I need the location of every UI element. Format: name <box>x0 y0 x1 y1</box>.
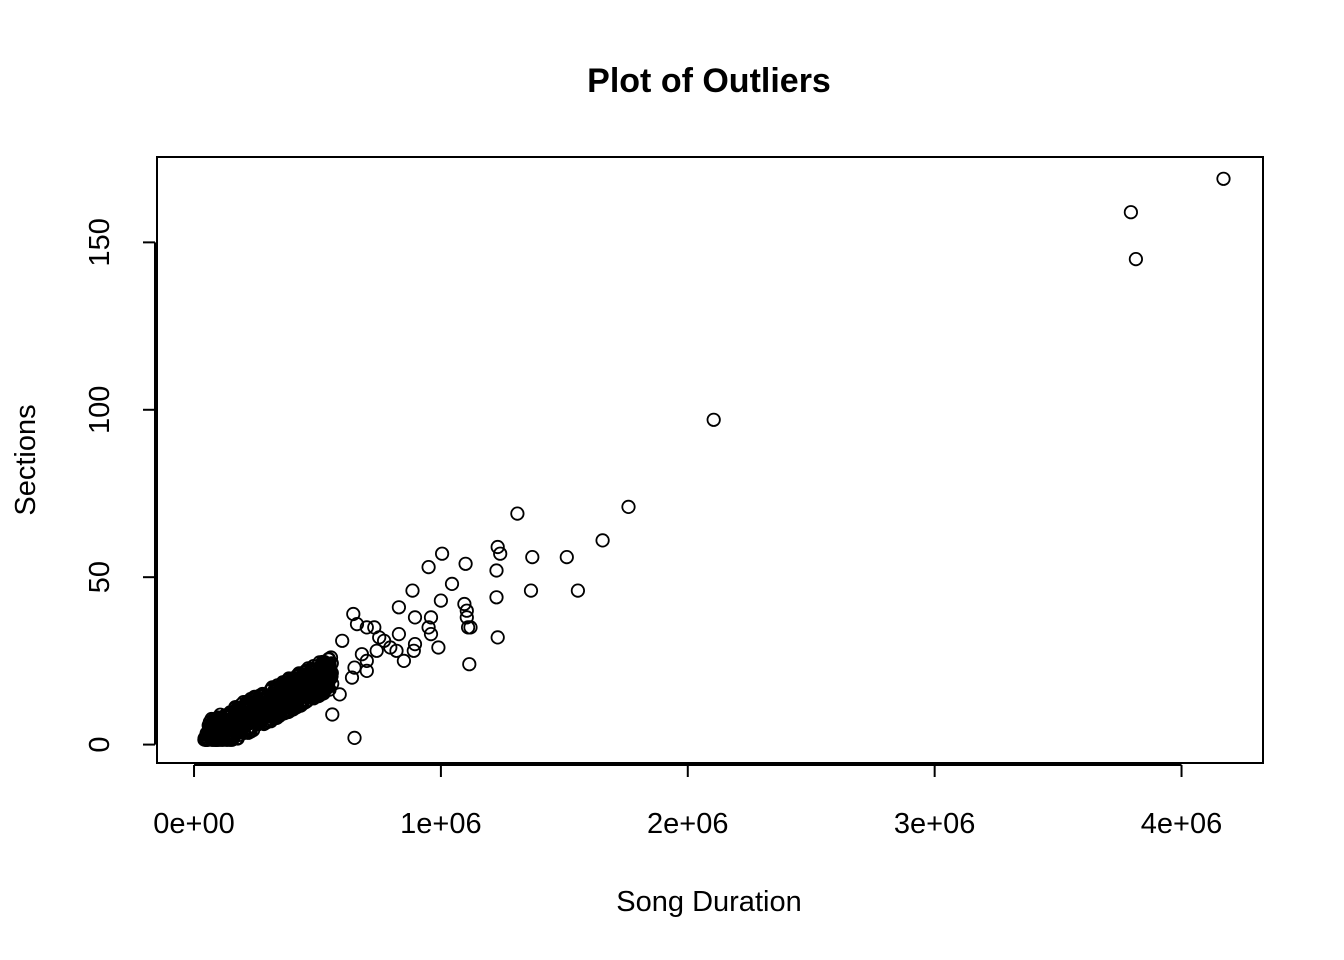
data-point <box>1128 252 1144 267</box>
data-point <box>523 583 539 598</box>
data-point <box>266 697 281 712</box>
data-point <box>389 643 404 658</box>
data-point <box>510 506 525 521</box>
x-axis: 0e+00 1e+06 2e+06 3e+06 4e+06 <box>153 764 1222 840</box>
data-point <box>423 626 439 642</box>
data-point <box>359 663 374 679</box>
y-tick-label: 100 <box>84 386 116 434</box>
data-point <box>344 670 360 685</box>
data-point <box>462 657 477 672</box>
data-point <box>325 676 340 691</box>
data-point <box>1123 205 1139 220</box>
data-point <box>236 694 251 710</box>
y-tick-label: 150 <box>84 218 116 266</box>
data-point <box>431 640 446 655</box>
data-point <box>245 693 260 708</box>
data-point <box>199 732 214 747</box>
data-point <box>391 626 406 642</box>
data-point <box>444 576 460 592</box>
x-tick-label: 2e+06 <box>647 808 728 840</box>
y-axis: 0 50 100 150 <box>84 218 156 753</box>
data-point <box>489 563 504 578</box>
data-point <box>270 680 286 695</box>
data-point <box>490 539 505 555</box>
data-point <box>490 630 505 645</box>
data-points <box>197 171 1231 747</box>
data-point <box>287 679 302 694</box>
data-point <box>203 729 218 744</box>
x-axis-label: Song Duration <box>616 886 801 918</box>
data-point <box>706 412 721 427</box>
data-point <box>434 546 450 561</box>
data-point <box>335 633 350 648</box>
data-point <box>570 583 586 598</box>
data-point <box>243 723 258 738</box>
data-point <box>421 559 436 575</box>
data-point <box>559 549 574 565</box>
chart-title: Plot of Outliers <box>587 62 831 100</box>
y-axis-label: Sections <box>10 404 42 515</box>
x-tick-label: 0e+00 <box>153 808 234 840</box>
data-point <box>233 702 248 717</box>
x-tick-label: 4e+06 <box>1141 808 1222 840</box>
data-point <box>457 596 472 612</box>
data-point <box>621 499 636 514</box>
data-point <box>225 729 240 744</box>
data-point <box>359 620 374 635</box>
data-point <box>493 546 508 561</box>
data-point <box>525 549 540 565</box>
data-point <box>210 732 225 747</box>
data-point <box>354 647 369 662</box>
data-point <box>463 620 478 635</box>
data-point <box>459 603 474 618</box>
data-point <box>407 636 423 652</box>
data-point <box>489 590 504 605</box>
data-point <box>405 583 420 598</box>
data-point <box>263 714 278 729</box>
data-point <box>291 674 306 690</box>
data-point <box>407 610 423 625</box>
data-point <box>289 699 305 715</box>
data-point <box>595 533 610 548</box>
data-point <box>263 694 278 710</box>
data-point <box>369 643 384 658</box>
data-point <box>423 610 439 625</box>
data-point <box>458 556 473 571</box>
data-point <box>396 653 411 669</box>
data-point <box>308 677 323 692</box>
data-point <box>325 707 340 722</box>
y-tick-label: 50 <box>84 561 116 593</box>
data-point <box>299 669 314 685</box>
data-point <box>406 643 421 658</box>
data-point <box>1216 171 1231 186</box>
data-point <box>421 620 436 635</box>
data-point <box>433 593 448 608</box>
data-point <box>347 730 362 746</box>
plot-frame <box>156 156 1264 764</box>
x-tick-label: 3e+06 <box>894 808 975 840</box>
y-tick-label: 0 <box>84 737 116 753</box>
data-point <box>293 696 308 711</box>
data-point <box>349 616 365 632</box>
data-point <box>391 600 406 615</box>
data-point <box>217 714 232 730</box>
x-tick-label: 1e+06 <box>400 808 481 840</box>
